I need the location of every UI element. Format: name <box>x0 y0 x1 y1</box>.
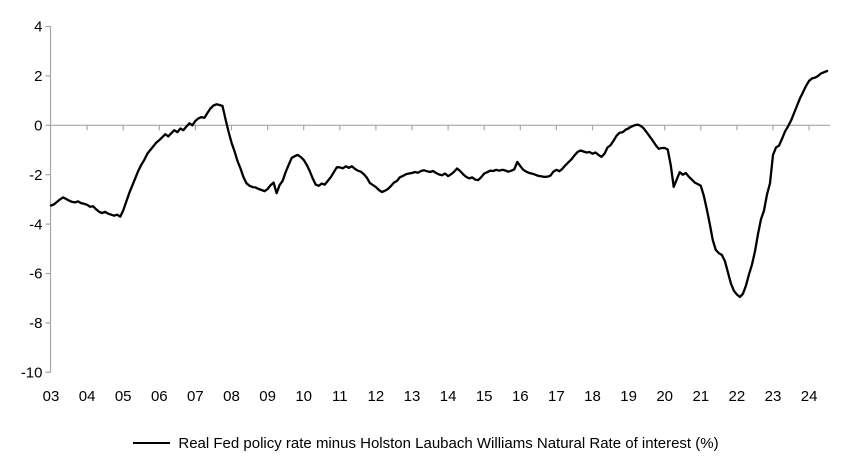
x-tick-label: 04 <box>79 388 96 405</box>
x-tick-label: 22 <box>729 388 746 405</box>
x-tick-label: 06 <box>151 388 168 405</box>
y-tick-label: 0 <box>34 118 42 135</box>
x-tick-label: 07 <box>187 388 204 405</box>
x-tick-label: 05 <box>115 388 132 405</box>
x-tick-label: 10 <box>295 388 312 405</box>
x-tick-label: 17 <box>548 388 565 405</box>
y-tick-label: -10 <box>21 365 43 382</box>
legend: Real Fed policy rate minus Holston Lauba… <box>0 432 852 454</box>
x-tick-label: 13 <box>404 388 421 405</box>
x-tick-label: 11 <box>332 388 348 405</box>
x-tick-label: 24 <box>801 388 818 405</box>
x-tick-label: 19 <box>620 388 637 405</box>
legend-line-sample <box>133 442 171 444</box>
data-series-line <box>49 69 829 299</box>
x-tick-label: 12 <box>368 388 385 405</box>
x-tick-label: 08 <box>223 388 240 405</box>
x-tick-label: 18 <box>584 388 601 405</box>
x-tick-label: 03 <box>43 388 60 405</box>
y-tick-label: -8 <box>29 315 42 332</box>
legend-label: Real Fed policy rate minus Holston Lauba… <box>178 434 719 452</box>
y-tick-label: -6 <box>29 266 42 283</box>
x-tick-label: 21 <box>692 388 709 405</box>
x-tick-label: 16 <box>512 388 529 405</box>
x-tick-label: 20 <box>656 388 673 405</box>
x-tick-label: 09 <box>259 388 276 405</box>
y-tick-label: -2 <box>29 167 42 184</box>
y-tick-label: 2 <box>34 68 42 85</box>
x-tick-label: 23 <box>765 388 782 405</box>
x-tick-label: 15 <box>476 388 493 405</box>
y-tick-label: 4 <box>34 19 42 36</box>
y-tick-label: -4 <box>29 216 42 233</box>
x-tick-label: 14 <box>440 388 457 405</box>
